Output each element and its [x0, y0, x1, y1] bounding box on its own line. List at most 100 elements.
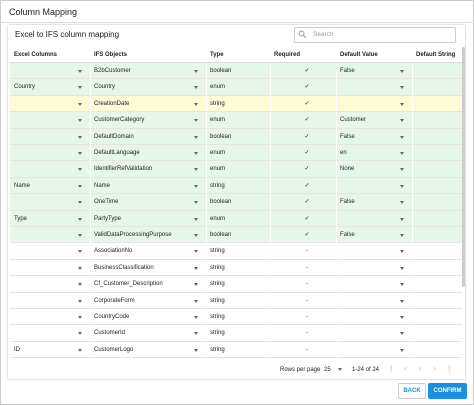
required: ✓: [304, 166, 310, 173]
column-header: Excel Columns: [14, 52, 58, 58]
excel-dropdown[interactable]: [78, 316, 82, 319]
ifs-dropdown[interactable]: [194, 201, 198, 205]
default-dropdown[interactable]: [400, 119, 404, 123]
excel-dropdown[interactable]: [78, 250, 82, 254]
cell-divider: [336, 161, 337, 178]
cell-divider: [270, 177, 271, 195]
rows-per-page-arrow[interactable]: [338, 368, 342, 371]
table-row: [10, 145, 462, 162]
cell-divider: [90, 210, 91, 227]
ifs-dropdown[interactable]: [194, 283, 198, 287]
ifs-dropdown[interactable]: [194, 119, 198, 123]
type: string: [210, 248, 225, 255]
cell-divider: [412, 177, 413, 195]
ifs-object: CountryCode: [94, 314, 130, 320]
default-dropdown[interactable]: [400, 152, 404, 155]
scrollbar[interactable]: [462, 47, 465, 287]
table-row: [10, 341, 462, 359]
default-dropdown[interactable]: [400, 168, 404, 172]
cell-divider: [336, 276, 337, 293]
back-button[interactable]: BACK: [398, 383, 426, 399]
cell-divider: [336, 292, 337, 309]
excel-dropdown[interactable]: [78, 119, 82, 123]
excel-dropdown[interactable]: [78, 86, 82, 90]
required: -: [306, 297, 308, 304]
excel-dropdown[interactable]: [78, 70, 82, 73]
type: boolean: [210, 68, 232, 74]
required: ✓: [304, 84, 310, 91]
type: boolean: [210, 133, 232, 140]
table-row: [10, 112, 462, 129]
ifs-dropdown[interactable]: [194, 217, 198, 221]
ifs-dropdown[interactable]: [194, 70, 198, 73]
default-dropdown[interactable]: [400, 217, 404, 221]
excel-dropdown[interactable]: [78, 266, 82, 270]
default-dropdown[interactable]: [400, 250, 404, 254]
cell-divider: [412, 128, 413, 145]
cell-divider: [412, 161, 413, 178]
ifs-dropdown[interactable]: [194, 86, 198, 90]
default-dropdown[interactable]: [400, 332, 404, 336]
column-header: Default String: [416, 52, 456, 58]
ifs-dropdown[interactable]: [194, 168, 198, 172]
default-dropdown[interactable]: [400, 102, 404, 106]
ifs-dropdown[interactable]: [194, 102, 198, 106]
type: enum: [210, 117, 226, 124]
default-dropdown[interactable]: [400, 266, 404, 270]
ifs-dropdown[interactable]: [194, 316, 198, 319]
excel-dropdown[interactable]: [78, 168, 82, 172]
excel-dropdown[interactable]: [78, 217, 82, 221]
ifs-object: CustomerCategory: [94, 117, 145, 124]
ifs-dropdown[interactable]: [194, 266, 198, 270]
default-dropdown[interactable]: [400, 348, 404, 352]
cell-divider: [270, 194, 271, 211]
pagination-nav[interactable]: |‹‹›|: [390, 364, 463, 373]
required: ✓: [304, 68, 310, 74]
excel-column: ID: [14, 346, 20, 353]
cell-divider: [412, 276, 413, 293]
ifs-dropdown[interactable]: [194, 250, 198, 254]
cell-divider: [90, 259, 91, 277]
excel-dropdown[interactable]: [78, 299, 82, 303]
ifs-dropdown[interactable]: [194, 348, 198, 352]
excel-dropdown[interactable]: [78, 184, 82, 188]
rows-per-page[interactable]: 25: [324, 367, 331, 373]
excel-dropdown[interactable]: [78, 332, 82, 336]
ifs-object: PartyType: [94, 215, 122, 222]
excel-dropdown[interactable]: [78, 283, 82, 287]
default-dropdown[interactable]: [400, 201, 404, 205]
excel-dropdown[interactable]: [78, 152, 82, 155]
search-box[interactable]: [294, 27, 456, 43]
excel-dropdown[interactable]: [78, 348, 82, 352]
ifs-dropdown[interactable]: [194, 184, 198, 188]
default-dropdown[interactable]: [400, 86, 404, 90]
ifs-object: BusinessClassification: [94, 264, 154, 271]
ifs-dropdown[interactable]: [194, 299, 198, 303]
default-dropdown[interactable]: [400, 316, 404, 319]
cell-divider: [270, 63, 271, 80]
default-dropdown[interactable]: [400, 135, 404, 139]
type: string: [210, 346, 225, 353]
cell-divider: [270, 309, 271, 326]
ifs-dropdown[interactable]: [194, 152, 198, 155]
cell-divider: [270, 79, 271, 96]
default-dropdown[interactable]: [400, 184, 404, 188]
ifs-dropdown[interactable]: [194, 234, 198, 237]
ifs-dropdown[interactable]: [194, 135, 198, 139]
excel-dropdown[interactable]: [78, 102, 82, 106]
ifs-object: Country: [94, 84, 116, 91]
excel-dropdown[interactable]: [78, 234, 82, 237]
cell-divider: [336, 79, 337, 96]
excel-dropdown[interactable]: [78, 201, 82, 205]
default-dropdown[interactable]: [400, 70, 404, 73]
ifs-dropdown[interactable]: [194, 332, 198, 336]
default-dropdown[interactable]: [400, 234, 404, 237]
confirm-button[interactable]: CONFIRM: [428, 383, 467, 399]
table-row: [10, 309, 462, 326]
cell-divider: [90, 243, 91, 260]
cell-divider: [336, 243, 337, 260]
excel-dropdown[interactable]: [78, 135, 82, 139]
default-dropdown[interactable]: [400, 299, 404, 303]
default-dropdown[interactable]: [400, 283, 404, 287]
required: ✓: [304, 199, 310, 206]
